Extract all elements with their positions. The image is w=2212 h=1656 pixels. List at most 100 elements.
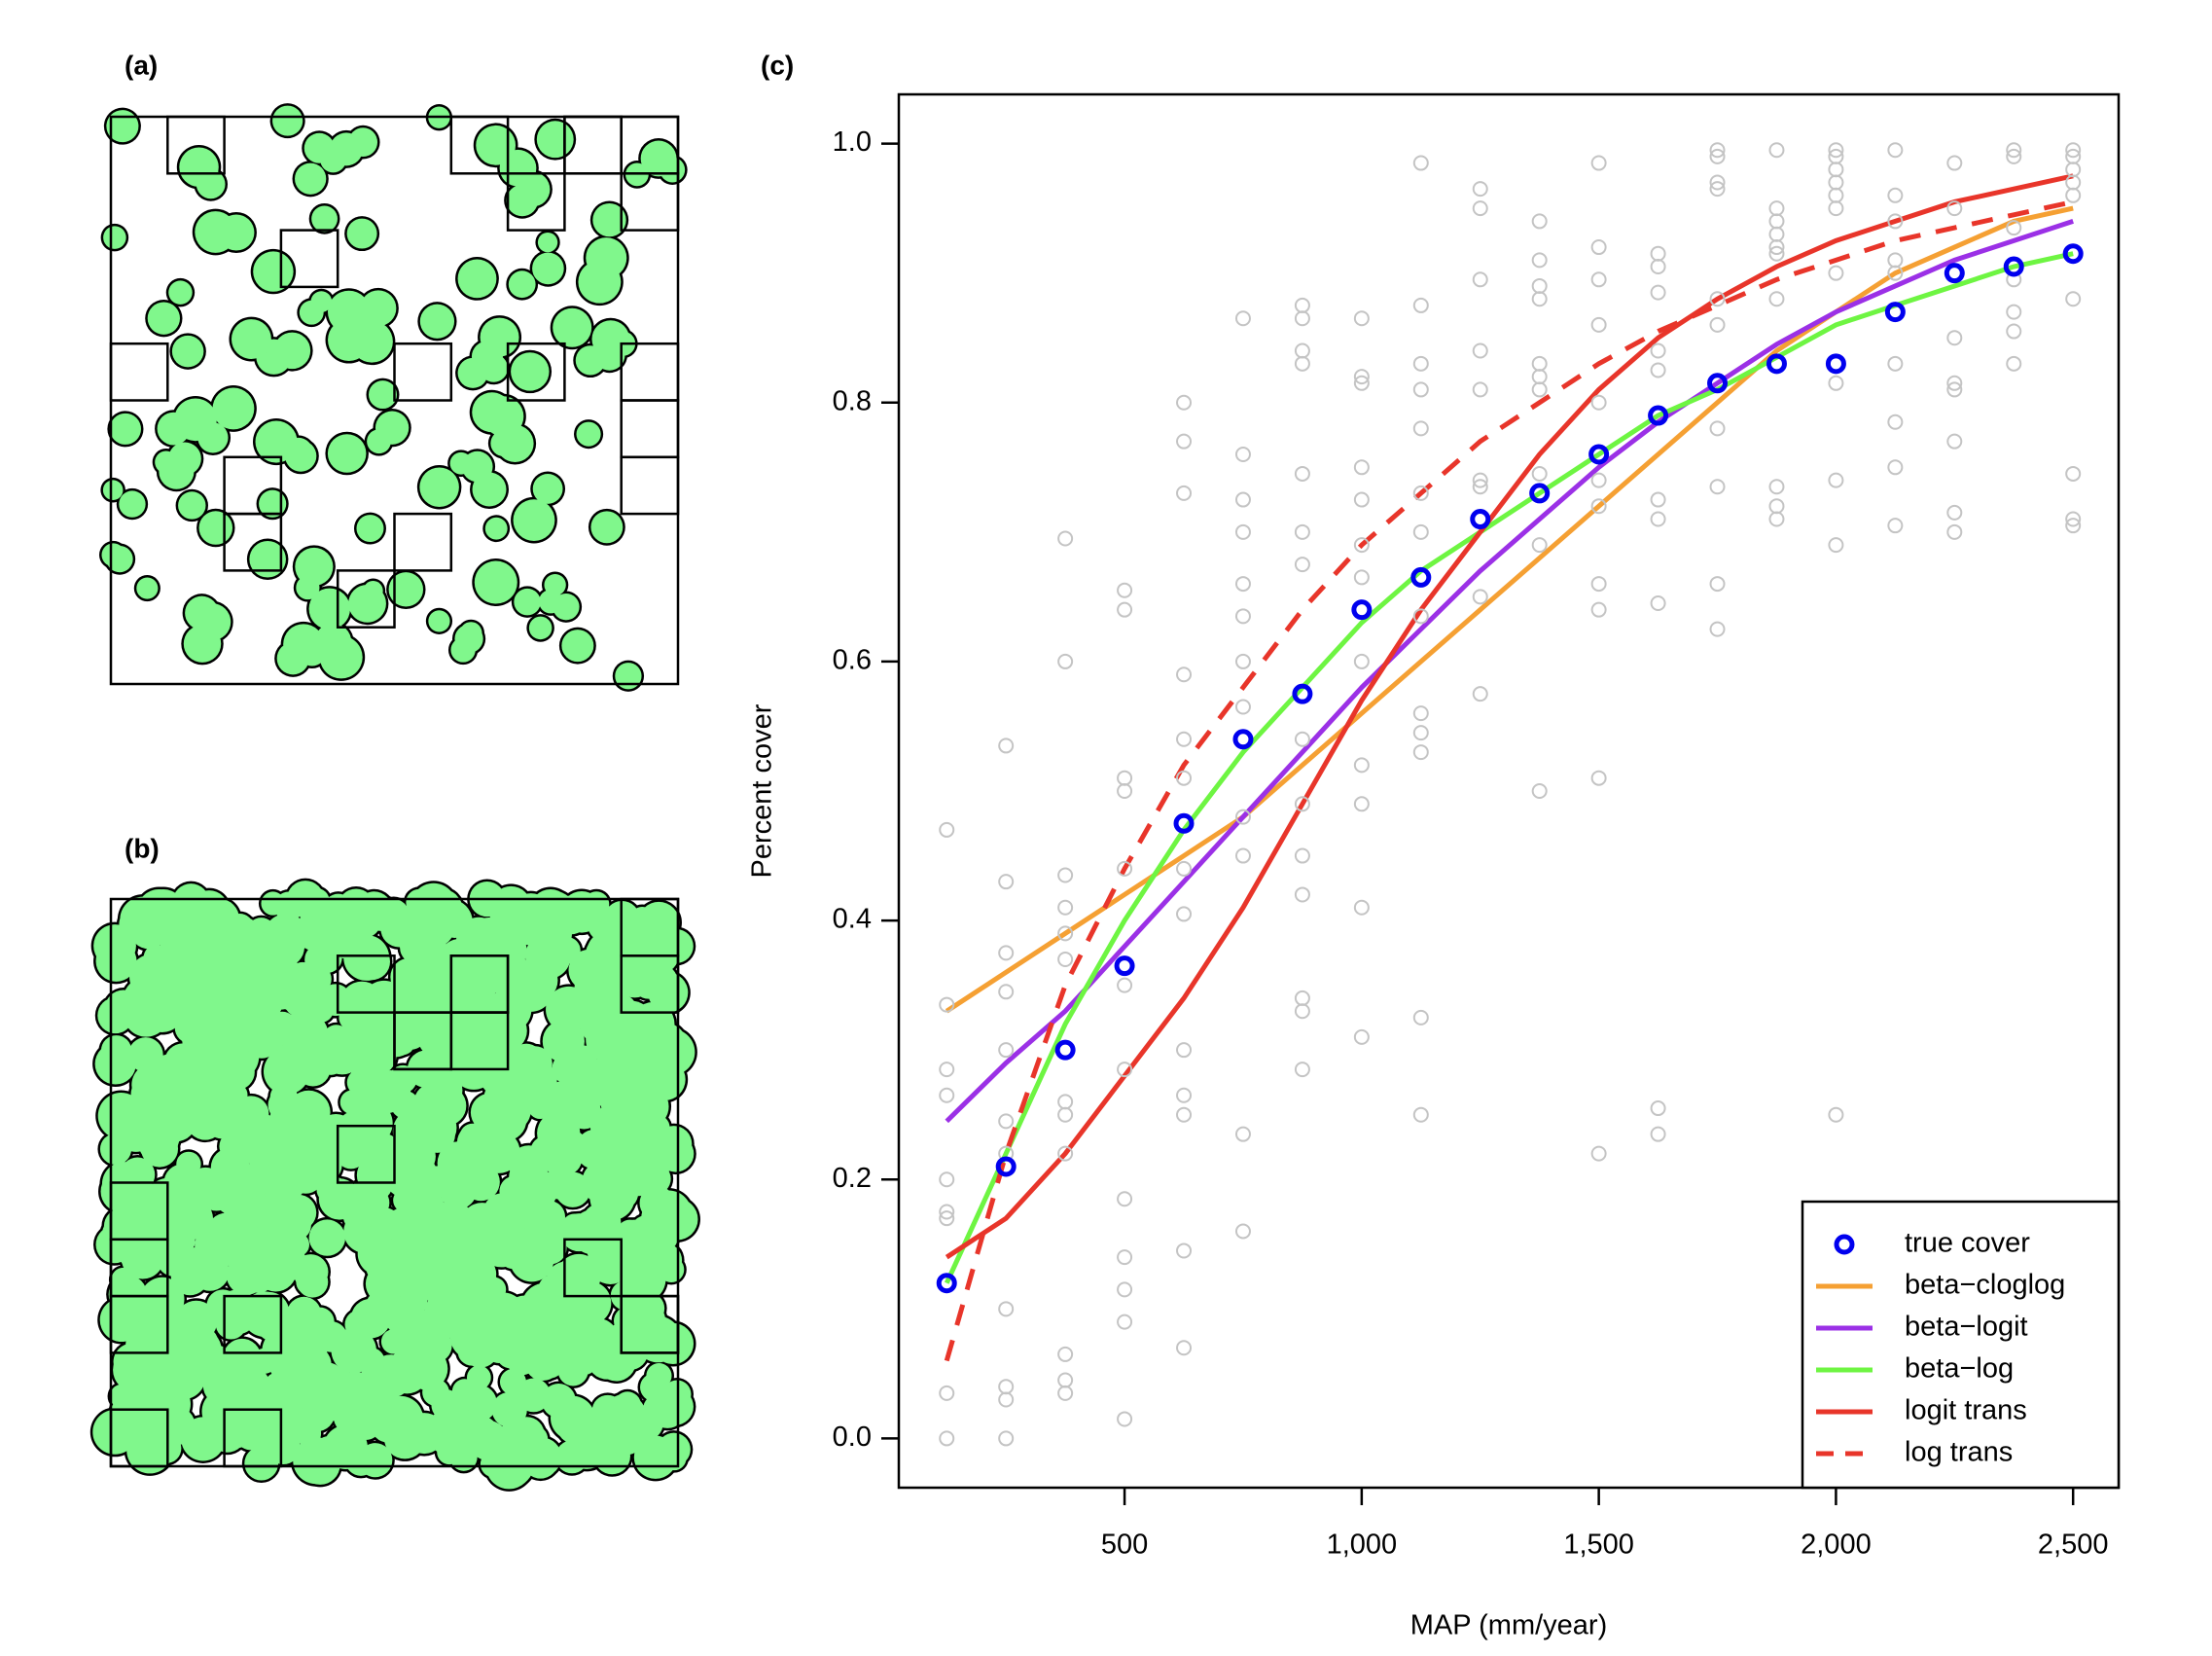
observation-point [1472, 589, 1488, 605]
observation-point [1117, 977, 1133, 993]
observation-point [939, 1204, 955, 1220]
observation-point [1709, 621, 1726, 637]
crown [172, 883, 210, 920]
observation-point [1176, 433, 1193, 450]
crown [656, 1126, 693, 1163]
observation-point [1176, 394, 1193, 411]
crown [344, 1310, 374, 1339]
observation-point [1472, 181, 1488, 198]
observation-point [998, 984, 1015, 1000]
crown [231, 1099, 268, 1138]
fit-line [945, 205, 2074, 1014]
observation-point [1650, 284, 1666, 301]
observation-point [998, 945, 1015, 961]
crown [137, 1381, 167, 1410]
observation-point [1709, 174, 1726, 191]
observation-point [1117, 1281, 1133, 1298]
observation-point [2006, 355, 2022, 372]
fit-line [945, 219, 2074, 1124]
legend-label: beta−cloglog [1905, 1270, 2065, 1301]
x-tick-label: 500 [1101, 1530, 1148, 1561]
observation-point [1234, 1223, 1251, 1240]
crown [125, 1327, 161, 1364]
observation-point [2006, 148, 2022, 164]
sample-quadrat [393, 512, 453, 572]
observation-point [1294, 465, 1310, 482]
observation-point [1294, 1062, 1310, 1078]
observation-point [1590, 576, 1607, 593]
observation-point [1412, 608, 1429, 625]
observation-point [1650, 1126, 1666, 1142]
true-cover-point [1410, 566, 1432, 588]
observation-point [1412, 725, 1429, 741]
observation-point [1057, 925, 1074, 942]
crown [422, 1304, 455, 1338]
true-cover-point [1173, 812, 1195, 834]
crown [541, 1383, 576, 1418]
observation-point [1590, 601, 1607, 618]
crown [101, 543, 125, 567]
y-tick-label: 0.6 [833, 645, 872, 676]
true-cover-point [936, 1273, 957, 1294]
crown [203, 1101, 242, 1139]
observation-point [1828, 200, 1844, 217]
observation-point [1294, 557, 1310, 573]
observation-point [1709, 479, 1726, 495]
observation-point [1117, 783, 1133, 799]
crown [310, 1137, 346, 1173]
true-cover-point [1588, 444, 1610, 465]
y-axis-label: Percent cover [747, 703, 778, 878]
observation-point [1768, 511, 1785, 527]
observation-point [1472, 342, 1488, 359]
crown [450, 637, 476, 663]
observation-point [1057, 899, 1074, 916]
observation-point [1117, 1249, 1133, 1266]
crown [293, 1254, 329, 1290]
observation-point [1650, 362, 1666, 378]
crown [592, 202, 626, 237]
true-cover-point [1351, 599, 1373, 621]
observation-point [939, 821, 955, 838]
observation-point [1650, 1100, 1666, 1117]
observation-point [1590, 316, 1607, 333]
crown [536, 904, 574, 942]
observation-point [1590, 394, 1607, 411]
observation-point [1117, 1191, 1133, 1207]
observation-point [1768, 239, 1785, 256]
crown [396, 1144, 421, 1170]
observation-point [1294, 731, 1310, 747]
observation-point [1294, 342, 1310, 359]
crown [644, 1023, 687, 1066]
observation-point [939, 1171, 955, 1188]
observation-point [1828, 375, 1844, 391]
observation-point [1117, 1411, 1133, 1427]
observation-point [1590, 770, 1607, 786]
observation-point [1176, 485, 1193, 501]
sample-quadrat [620, 897, 680, 957]
observation-point [2065, 291, 2082, 307]
crown [604, 1414, 646, 1456]
crown [511, 352, 550, 391]
sample-quadrat [223, 1408, 283, 1468]
observation-point [1294, 990, 1310, 1006]
true-cover-point [1766, 353, 1787, 375]
sample-quadrat [336, 1124, 396, 1184]
crown [286, 1296, 322, 1331]
observation-point [939, 1385, 955, 1401]
observation-point [1353, 899, 1370, 916]
crown [542, 1169, 573, 1200]
crown [280, 1013, 315, 1047]
crown [346, 218, 377, 249]
observation-point [1117, 601, 1133, 618]
crown [576, 421, 601, 447]
crown [368, 380, 397, 410]
crown [398, 1186, 446, 1234]
crown [521, 1282, 569, 1330]
crown [451, 1044, 497, 1090]
observation-point [1412, 744, 1429, 761]
crown [589, 1105, 632, 1148]
crown [327, 434, 367, 473]
fit-line [944, 251, 2074, 1284]
crown [462, 1331, 499, 1368]
observation-point [1531, 277, 1548, 294]
